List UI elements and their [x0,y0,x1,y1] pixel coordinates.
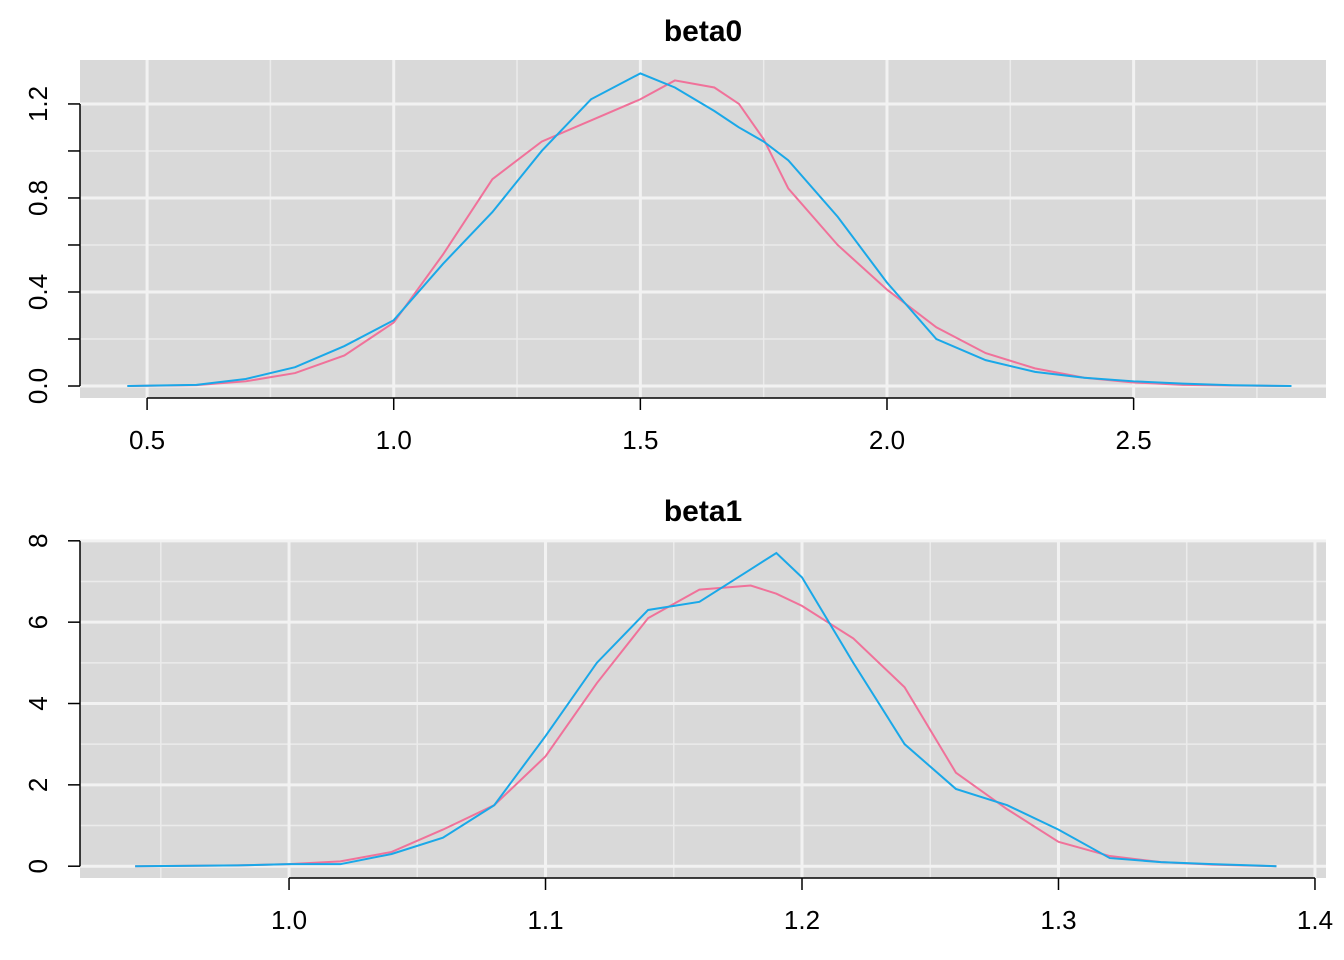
y-tick-label: 1.2 [23,86,53,122]
chart-title: beta1 [664,495,742,528]
x-tick-label: 0.5 [129,425,165,455]
y-tick-label: 4 [23,696,53,710]
y-tick-label: 0 [23,859,53,873]
density-line [135,584,1277,868]
y-tick-label: 6 [23,615,53,629]
plot-panel [80,540,1326,878]
y-tick-label: 0.0 [23,368,53,404]
y-tick-label: 0.4 [23,274,53,310]
x-tick-label: 1.0 [376,425,412,455]
y-tick-label: 8 [23,534,53,548]
y-tick-label: 2 [23,778,53,792]
x-tick-label: 2.5 [1116,425,1152,455]
y-tick-label: 0.8 [23,180,53,216]
x-tick-label: 1.2 [784,905,820,935]
x-tick-label: 1.3 [1040,905,1076,935]
x-tick-label: 1.5 [622,425,658,455]
x-tick-label: 2.0 [869,425,905,455]
density-line [135,551,1277,868]
x-tick-label: 1.0 [271,905,307,935]
x-tick-label: 1.1 [527,905,563,935]
x-tick-label: 1.4 [1297,905,1333,935]
density-line [127,72,1292,388]
plot-panel [80,60,1326,398]
chart-title: beta0 [664,15,742,48]
